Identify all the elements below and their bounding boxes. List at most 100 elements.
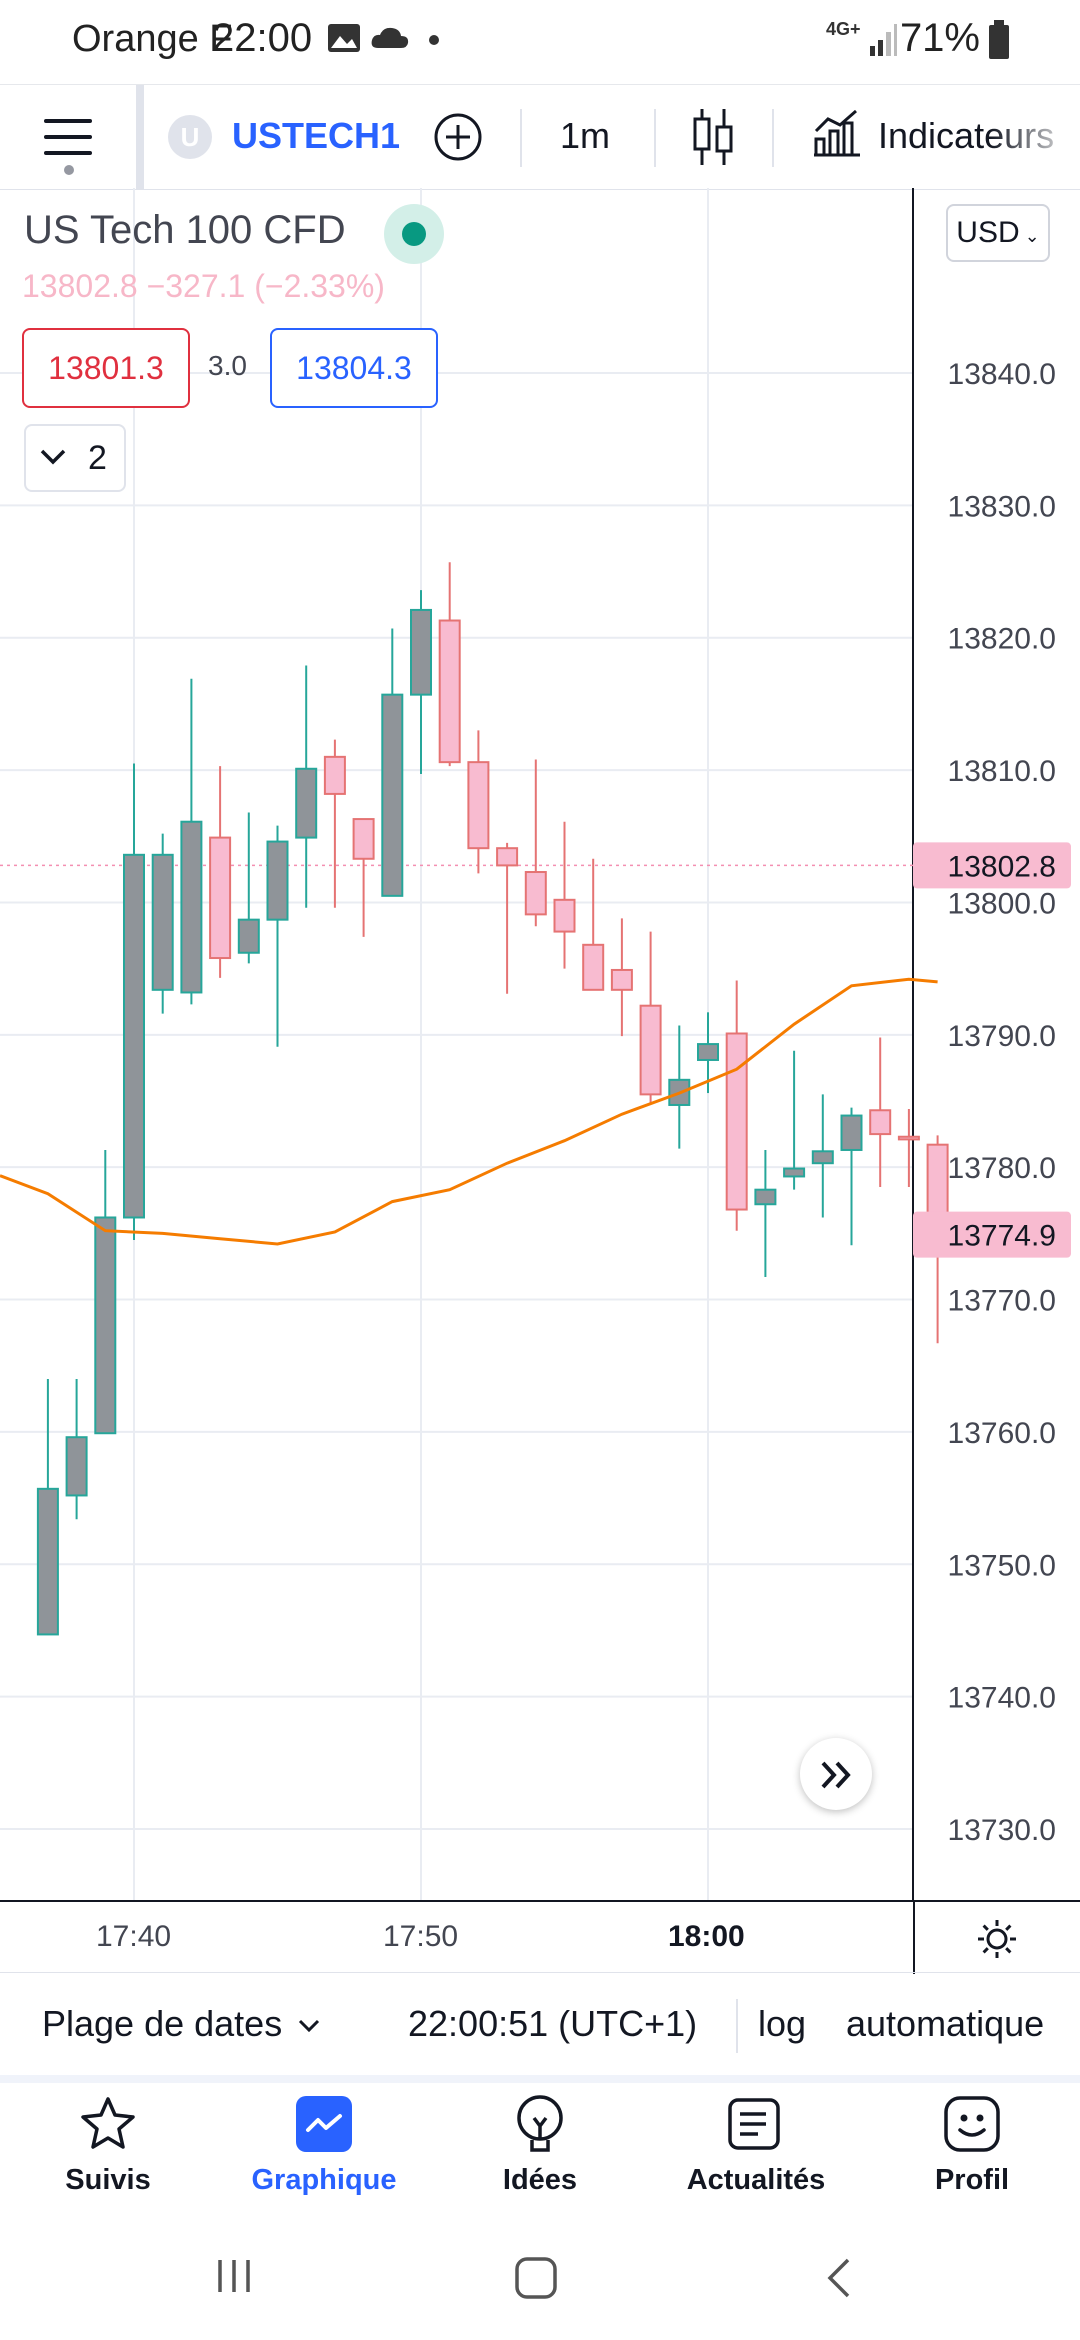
- candle-body[interactable]: [725, 1032, 748, 1211]
- price-axis-label: 13830.0: [948, 490, 1056, 523]
- candle-body[interactable]: [123, 853, 145, 1219]
- chart-icon: [296, 2096, 352, 2152]
- system-navigation-bar: [0, 2232, 1080, 2340]
- chart-bottom-bar: Plage de dates 22:00:51 (UTC+1) log auto…: [0, 1972, 1080, 2083]
- battery-icon: [989, 20, 1009, 59]
- price-axis-label: 13810.0: [948, 755, 1056, 788]
- candle-body[interactable]: [869, 1109, 892, 1136]
- bottom-navigation: Suivis Graphique Idées Actualités Profil: [0, 2082, 1080, 2232]
- toolbar-fade: [990, 85, 1080, 189]
- candle-body[interactable]: [438, 619, 461, 764]
- time-axis[interactable]: 17:40 17:50 18:00: [0, 1900, 1080, 1974]
- candle-body[interactable]: [467, 761, 490, 850]
- toolbar-divider: [772, 109, 774, 167]
- currency-label: USD: [956, 216, 1020, 249]
- chevron-down-icon: [40, 449, 66, 465]
- candle-body[interactable]: [840, 1114, 863, 1151]
- candle-body[interactable]: [754, 1188, 777, 1206]
- time-axis-label: 17:50: [383, 1920, 459, 1953]
- auto-scale-toggle[interactable]: automatique: [846, 2003, 1045, 2044]
- candle-body[interactable]: [639, 1004, 662, 1096]
- candle-body[interactable]: [323, 755, 346, 795]
- cloud-icon: [371, 27, 409, 48]
- nav-item-profil[interactable]: Profil: [864, 2082, 1080, 2232]
- candle-body[interactable]: [610, 968, 633, 991]
- log-scale-toggle[interactable]: log: [758, 2003, 807, 2044]
- market-open-dot: [402, 222, 426, 246]
- buy-price-button[interactable]: 13804.3: [270, 328, 438, 408]
- lightbulb-icon: [517, 2095, 563, 2152]
- candle-body[interactable]: [209, 836, 232, 960]
- smiley-icon: [944, 2096, 1000, 2152]
- symbol-badge: U: [168, 115, 212, 159]
- candle-body[interactable]: [266, 840, 289, 921]
- sell-price-button[interactable]: 13801.3: [22, 328, 190, 408]
- recent-apps-icon[interactable]: [214, 2256, 254, 2296]
- candlestick-chart[interactable]: 13730.0 13740.0 13750.0 13760.0 13770.0 13780…: [0, 188, 1080, 1900]
- clock-label: 22:00: [212, 16, 313, 60]
- toolbar-divider: [136, 85, 144, 189]
- home-icon[interactable]: [514, 2256, 558, 2300]
- candle-body[interactable]: [582, 943, 605, 991]
- candle-body[interactable]: [151, 853, 174, 991]
- chart-settings-icon[interactable]: [976, 1918, 1018, 1960]
- candle-body[interactable]: [352, 818, 375, 860]
- ma-value-tag-bg: [913, 1211, 1071, 1258]
- nav-item-suivis[interactable]: Suivis: [0, 2082, 216, 2232]
- back-icon[interactable]: [824, 2256, 854, 2300]
- candle-type-icon[interactable]: [690, 105, 736, 169]
- gallery-icon: [328, 24, 360, 52]
- menu-icon[interactable]: [42, 115, 94, 159]
- nav-item-actualites[interactable]: Actualités: [648, 2082, 864, 2232]
- legend-collapse-button[interactable]: 2: [24, 424, 126, 492]
- market-status-indicator[interactable]: [384, 204, 444, 264]
- instrument-title[interactable]: US Tech 100 CFD: [24, 208, 346, 252]
- candle-body[interactable]: [524, 871, 547, 916]
- carrier-label: Orange F: [72, 18, 233, 60]
- interval-button[interactable]: 1m: [560, 115, 611, 156]
- candle-body[interactable]: [410, 608, 432, 696]
- menu-badge-dot: [64, 165, 74, 175]
- candle-body[interactable]: [496, 847, 519, 867]
- date-range-button[interactable]: Plage de dates: [42, 2003, 283, 2044]
- candle-body[interactable]: [180, 820, 203, 994]
- battery-percent: 71%: [899, 16, 980, 60]
- chevron-down-icon: [298, 2019, 320, 2033]
- price-axis-label: 13790.0: [948, 1020, 1056, 1053]
- indicators-icon[interactable]: [810, 107, 862, 163]
- candle-body[interactable]: [237, 918, 260, 954]
- scroll-to-realtime-button[interactable]: [800, 1738, 872, 1810]
- nav-label: Idées: [502, 2164, 578, 2196]
- symbol-search-button[interactable]: USTECH1: [232, 115, 401, 156]
- candle-body[interactable]: [783, 1167, 806, 1178]
- price-axis-label: 13840.0: [948, 358, 1056, 391]
- signal-icon: [870, 24, 897, 56]
- candle-body[interactable]: [295, 767, 318, 839]
- price-axis-label: 13820.0: [948, 623, 1056, 656]
- status-bar: Orange F 22:00 4G+ 71%: [0, 0, 1080, 84]
- timezone-clock[interactable]: 22:00:51 (UTC+1): [408, 2003, 698, 2044]
- nav-item-idees[interactable]: Idées: [432, 2082, 648, 2232]
- chart-area[interactable]: 13730.0 13740.0 13750.0 13760.0 13770.0 13780…: [0, 188, 1080, 1900]
- candle-body[interactable]: [811, 1150, 834, 1165]
- compare-add-icon[interactable]: [432, 111, 484, 163]
- chevron-down-icon: ⌄: [1019, 226, 1040, 246]
- time-axis-label: 18:00: [668, 1920, 745, 1953]
- candle-body[interactable]: [553, 898, 576, 933]
- nav-item-graphique[interactable]: Graphique: [216, 2082, 432, 2232]
- chart-toolbar: U USTECH1 1m Indicateurs: [0, 84, 1080, 190]
- candle-body[interactable]: [94, 1216, 117, 1435]
- price-axis-label: 13800.0: [948, 887, 1056, 920]
- collapsed-indicator-count: 2: [88, 439, 107, 477]
- candle-body[interactable]: [897, 1135, 920, 1141]
- price-axis-label: 13770.0: [948, 1285, 1056, 1318]
- candle-body[interactable]: [65, 1436, 88, 1497]
- candle-body[interactable]: [381, 693, 404, 897]
- time-axis-label: 17:40: [96, 1920, 172, 1953]
- candle-body[interactable]: [36, 1487, 59, 1636]
- nav-label: Suivis: [65, 2164, 151, 2196]
- moving-average-line: [0, 977, 938, 1246]
- spread-label: 3.0: [208, 350, 247, 381]
- candle-body[interactable]: [697, 1043, 719, 1061]
- currency-select[interactable]: USD ⌄: [946, 204, 1050, 262]
